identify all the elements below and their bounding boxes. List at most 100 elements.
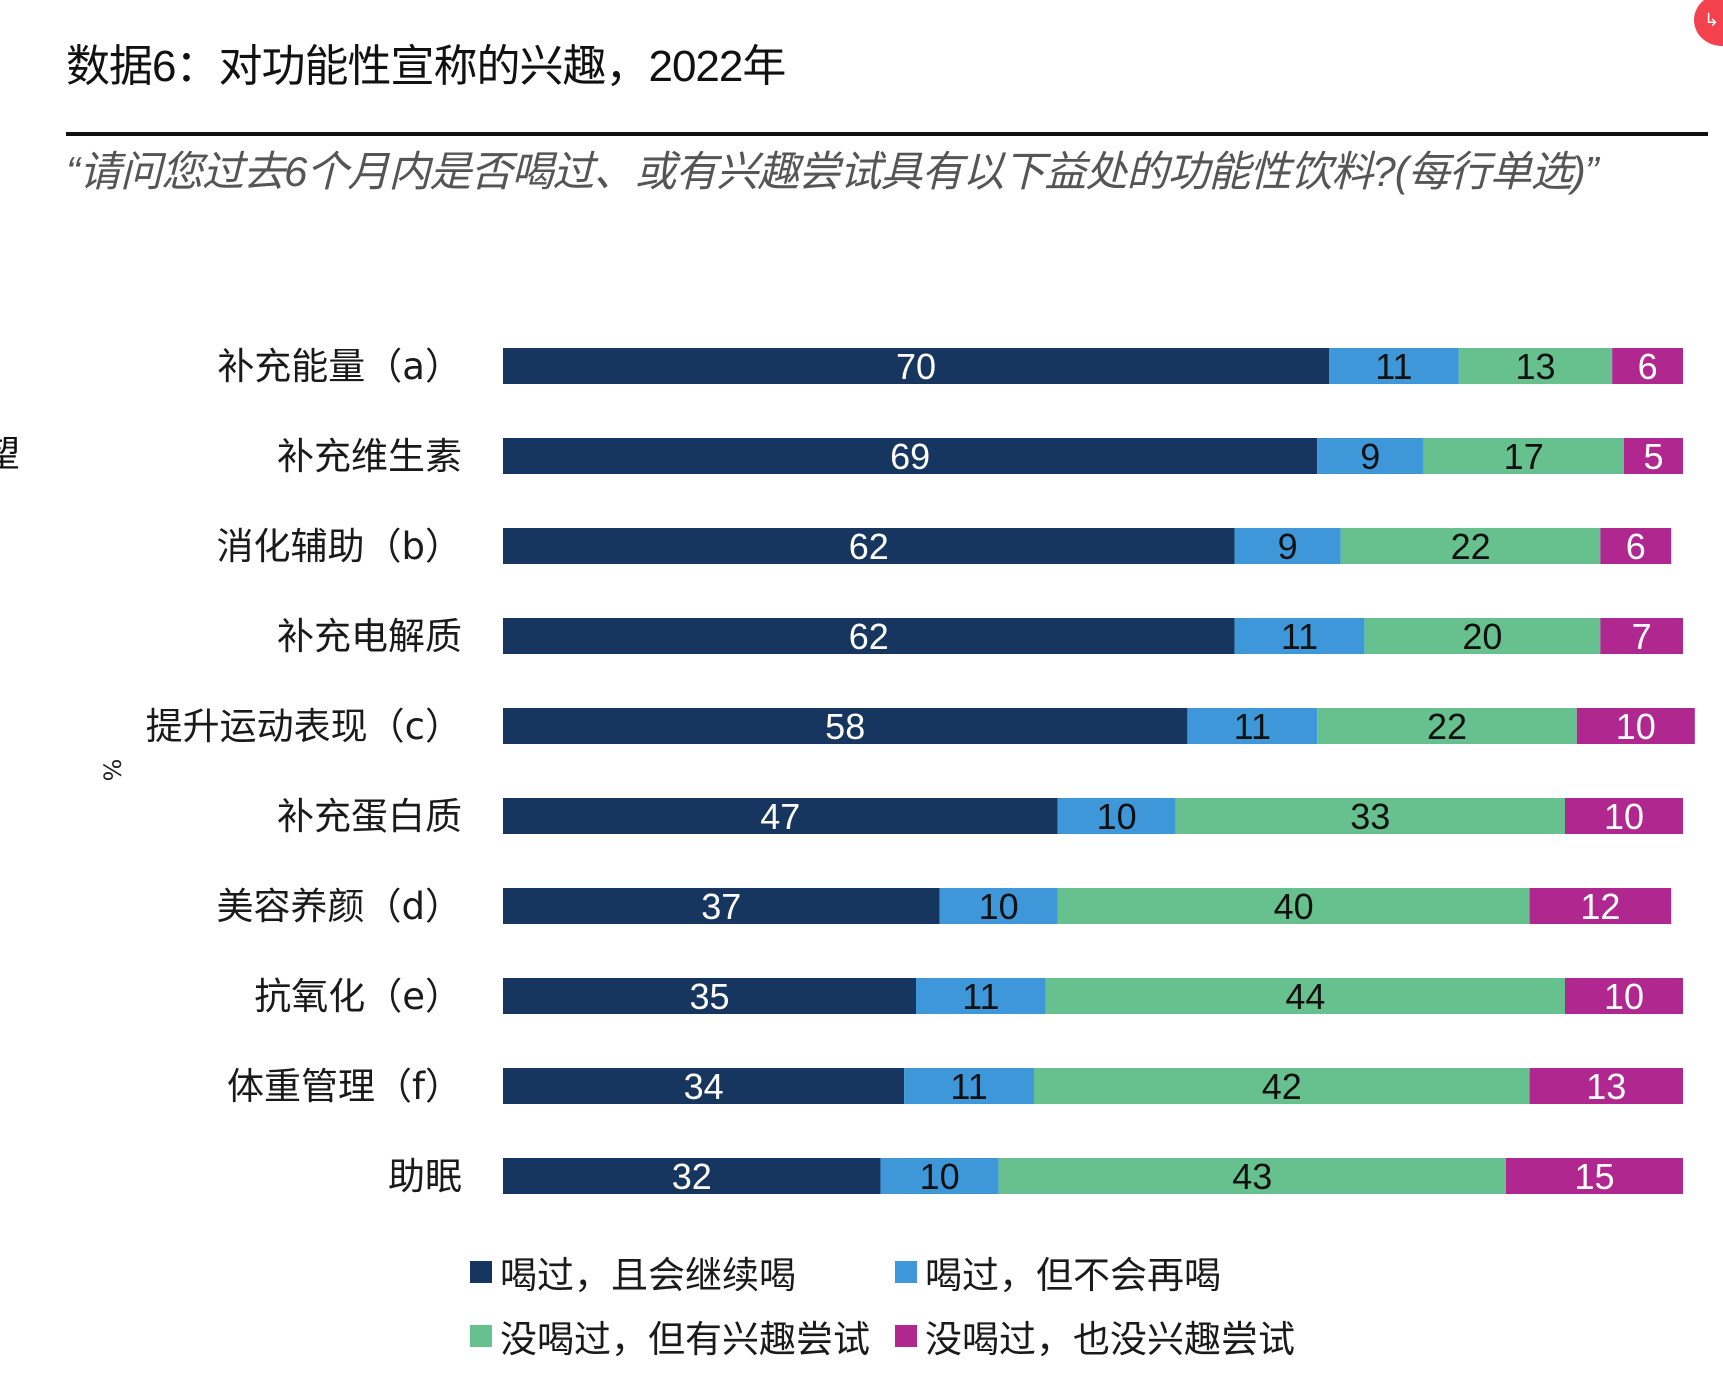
data-label: 22	[1451, 526, 1491, 567]
data-label: 34	[684, 1066, 724, 1107]
bar-row: 助眠 32 10 43 15	[388, 1155, 1683, 1198]
bar-segment-series-0	[503, 438, 1318, 474]
data-label: 43	[1232, 1156, 1272, 1197]
data-label: 11	[1375, 346, 1412, 387]
bar-segment-series-3	[1576, 708, 1695, 744]
bar-segment-series-3	[1612, 348, 1683, 384]
category-label: 提升运动表现（c）	[146, 705, 462, 748]
legend-label: 没喝过，但有兴趣尝试	[500, 1318, 870, 1361]
category-label: 补充电解质	[277, 615, 462, 658]
data-label: 44	[1285, 976, 1325, 1017]
data-label: 47	[760, 796, 800, 837]
category-label: 补充维生素	[277, 435, 462, 478]
bar-segment-series-0	[503, 1158, 881, 1194]
data-label: 33	[1350, 796, 1390, 837]
data-label: 10	[1604, 976, 1644, 1017]
chart-title: 数据6：对功能性宣称的兴趣，2022年	[66, 42, 786, 91]
bar-segment-series-0	[503, 348, 1329, 384]
bar-segment-series-2	[1045, 978, 1565, 1014]
title-divider	[66, 132, 1708, 136]
bar-segment-series-2	[1423, 438, 1624, 474]
legend-label: 没喝过，也没兴趣尝试	[925, 1318, 1295, 1361]
bar-segment-series-2	[1034, 1068, 1530, 1104]
data-label: 9	[1360, 436, 1380, 477]
data-label: 10	[920, 1156, 960, 1197]
data-label: 10	[979, 886, 1019, 927]
bar-segment-series-0	[503, 888, 940, 924]
data-label: 6	[1626, 526, 1646, 567]
data-label: 6	[1638, 346, 1658, 387]
category-label: 助眠	[388, 1155, 462, 1198]
bar-segment-series-1	[904, 1068, 1034, 1104]
bar-segment-series-2	[1340, 528, 1601, 564]
data-label: 11	[962, 976, 999, 1017]
bar-row: 抗氧化（e） 35 11 44 10	[254, 975, 1683, 1018]
data-label: 12	[1580, 886, 1620, 927]
data-label: 62	[849, 526, 889, 567]
bar-row: 美容养颜（d） 37 10 40 12	[217, 885, 1672, 928]
bar-segment-series-2	[1458, 348, 1613, 384]
bar-segment-series-1	[1234, 528, 1341, 564]
data-label: 58	[825, 706, 865, 747]
data-label: 40	[1274, 886, 1314, 927]
data-label: 35	[689, 976, 729, 1017]
bar-segment-series-3	[1600, 618, 1683, 654]
bar-segment-series-1	[1057, 798, 1176, 834]
data-label: 15	[1574, 1156, 1614, 1197]
data-label: 32	[672, 1156, 712, 1197]
bar-row: 补充蛋白质 47 10 33 10	[277, 795, 1683, 838]
bar-segment-series-1	[1317, 438, 1424, 474]
bar-segment-series-3	[1565, 798, 1683, 834]
data-label: 9	[1278, 526, 1298, 567]
survey-question: “请问您过去6个月内是否喝过、或有兴趣尝试具有以下益处的功能性饮料?(每行单选)…	[66, 148, 1599, 195]
bar-segment-series-3	[1600, 528, 1672, 564]
legend-label: 喝过，且会继续喝	[500, 1254, 796, 1297]
bar-segment-series-2	[1317, 708, 1577, 744]
bar-segment-series-0	[503, 1068, 905, 1104]
legend-item: 喝过，且会继续喝	[470, 1245, 796, 1299]
data-label: 7	[1632, 616, 1652, 657]
bar-segment-series-0	[503, 528, 1235, 564]
bar-row: 补充能量（a） 70 11 13 6	[217, 345, 1683, 388]
category-label: 补充能量（a）	[217, 345, 462, 388]
bar-segment-series-2	[1057, 888, 1530, 924]
bar-segment-series-1	[1234, 618, 1365, 654]
share-badge-icon[interactable]: ↳	[1694, 0, 1723, 46]
bar-segment-series-3	[1565, 978, 1683, 1014]
data-label: 20	[1462, 616, 1502, 657]
data-label: 11	[950, 1066, 987, 1107]
bar-segment-series-0	[503, 618, 1235, 654]
category-label: 体重管理（f）	[227, 1065, 462, 1108]
bar-segment-series-0	[503, 798, 1058, 834]
data-label: 11	[1234, 706, 1271, 747]
legend-swatch-icon	[470, 1325, 492, 1347]
legend-swatch-icon	[470, 1261, 492, 1283]
legend-swatch-icon	[895, 1325, 917, 1347]
bar-segment-series-3	[1529, 1068, 1683, 1104]
legend-label: 喝过，但不会再喝	[925, 1254, 1221, 1297]
bar-segment-series-1	[1187, 708, 1318, 744]
bar-segment-series-1	[939, 888, 1058, 924]
bar-segment-series-3	[1624, 438, 1683, 474]
data-label: 11	[1281, 616, 1318, 657]
legend-item: 没喝过，但有兴趣尝试	[470, 1309, 870, 1363]
data-label: 37	[701, 886, 741, 927]
data-label: 13	[1515, 346, 1555, 387]
data-label: 5	[1643, 436, 1663, 477]
data-label: 69	[890, 436, 930, 477]
category-label: 补充蛋白质	[277, 795, 462, 838]
bar-segment-series-0	[503, 978, 916, 1014]
legend-swatch-icon	[895, 1261, 917, 1283]
bar-segment-series-2	[1175, 798, 1565, 834]
data-label: 22	[1427, 706, 1467, 747]
category-label: 抗氧化（e）	[254, 975, 462, 1018]
bar-segment-series-3	[1506, 1158, 1683, 1194]
category-label: 消化辅助（b）	[217, 525, 463, 568]
data-label: 13	[1586, 1066, 1626, 1107]
bar-segment-series-1	[916, 978, 1046, 1014]
bar-segment-series-1	[1329, 348, 1459, 384]
bar-row: 提升运动表现（c） 58 11 22 10	[146, 705, 1695, 748]
bar-segment-series-2	[1364, 618, 1601, 654]
legend-item: 喝过，但不会再喝	[895, 1245, 1221, 1299]
